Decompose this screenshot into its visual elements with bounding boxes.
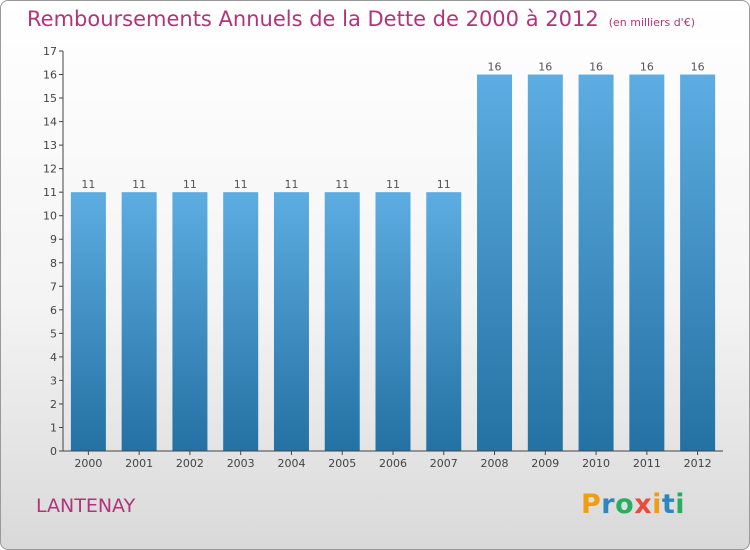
- bar: [477, 74, 513, 451]
- logo-letter: o: [615, 489, 635, 520]
- y-tick-label: 6: [50, 304, 57, 317]
- y-tick-label: 16: [43, 69, 57, 82]
- x-tick-label: 2012: [684, 457, 712, 470]
- y-tick-label: 2: [50, 398, 57, 411]
- logo-letter: r: [601, 489, 616, 520]
- bar: [273, 192, 309, 452]
- y-tick-label: 9: [50, 233, 57, 246]
- logo-letter: P: [581, 489, 602, 520]
- bar: [324, 192, 360, 452]
- y-tick-label: 15: [43, 92, 57, 105]
- bar-value-label: 16: [691, 61, 705, 74]
- bar-value-label: 16: [640, 61, 654, 74]
- y-tick-label: 10: [43, 210, 57, 223]
- x-tick-label: 2006: [379, 457, 407, 470]
- y-tick-label: 14: [43, 116, 57, 129]
- bar: [578, 74, 614, 451]
- bar: [527, 74, 563, 451]
- x-tick-label: 2001: [125, 457, 153, 470]
- bar-value-label: 11: [183, 178, 197, 191]
- y-tick-label: 0: [50, 445, 57, 458]
- bar-value-label: 16: [589, 61, 603, 74]
- x-tick-label: 2008: [481, 457, 509, 470]
- x-tick-label: 2010: [582, 457, 610, 470]
- bar-value-label: 16: [538, 61, 552, 74]
- bars-group: 11 11 11 11 11 11 11 11 16 16 16 16 16: [70, 61, 716, 452]
- y-tick-label: 11: [43, 186, 57, 199]
- bar-value-label: 11: [284, 178, 298, 191]
- bar: [172, 192, 208, 452]
- y-tick-label: 1: [50, 421, 57, 434]
- x-tick-label: 2003: [227, 457, 255, 470]
- bar-value-label: 11: [437, 178, 451, 191]
- bar: [375, 192, 411, 452]
- bar: [629, 74, 665, 451]
- bar-value-label: 11: [132, 178, 146, 191]
- x-tick-label: 2002: [176, 457, 204, 470]
- bar-value-label: 16: [488, 61, 502, 74]
- logo-letter: i: [675, 489, 686, 520]
- bar: [70, 192, 106, 452]
- y-tick-label: 5: [50, 327, 57, 340]
- y-tick-label: 12: [43, 163, 57, 176]
- logo-letter: i: [652, 489, 662, 520]
- bar-value-label: 11: [81, 178, 95, 191]
- x-tick-label: 2009: [531, 457, 559, 470]
- y-tick-label: 17: [43, 45, 57, 58]
- bar-value-label: 11: [386, 178, 400, 191]
- x-tick-label: 2005: [328, 457, 356, 470]
- x-tick-label: 2007: [430, 457, 458, 470]
- logo-letter: x: [634, 489, 653, 520]
- y-tick-label: 13: [43, 139, 57, 152]
- proxiti-logo: Proxiti: [581, 489, 685, 520]
- bar-value-label: 11: [234, 178, 248, 191]
- chart-title-main: Remboursements Annuels de la Dette de 20…: [27, 7, 599, 31]
- commune-name: LANTENAY: [36, 495, 136, 517]
- bar-value-label: 11: [335, 178, 349, 191]
- chart-unit-label: (en milliers d'€): [608, 16, 695, 29]
- x-tick-label: 2000: [74, 457, 102, 470]
- bar: [426, 192, 462, 452]
- bar: [223, 192, 259, 452]
- logo-letter: t: [661, 489, 676, 520]
- x-axis: 2000 2001 2002 2003 2004 2005 2006 2007 2008 2009…: [63, 450, 723, 470]
- bar: [680, 74, 716, 451]
- y-tick-label: 3: [50, 374, 57, 387]
- y-tick-label: 8: [50, 257, 57, 270]
- y-tick-label: 4: [50, 351, 57, 364]
- y-tick-label: 7: [50, 280, 57, 293]
- bar: [121, 192, 157, 452]
- x-tick-label: 2011: [633, 457, 661, 470]
- x-tick-label: 2004: [277, 457, 305, 470]
- chart-title: Remboursements Annuels de la Dette de 20…: [27, 7, 695, 31]
